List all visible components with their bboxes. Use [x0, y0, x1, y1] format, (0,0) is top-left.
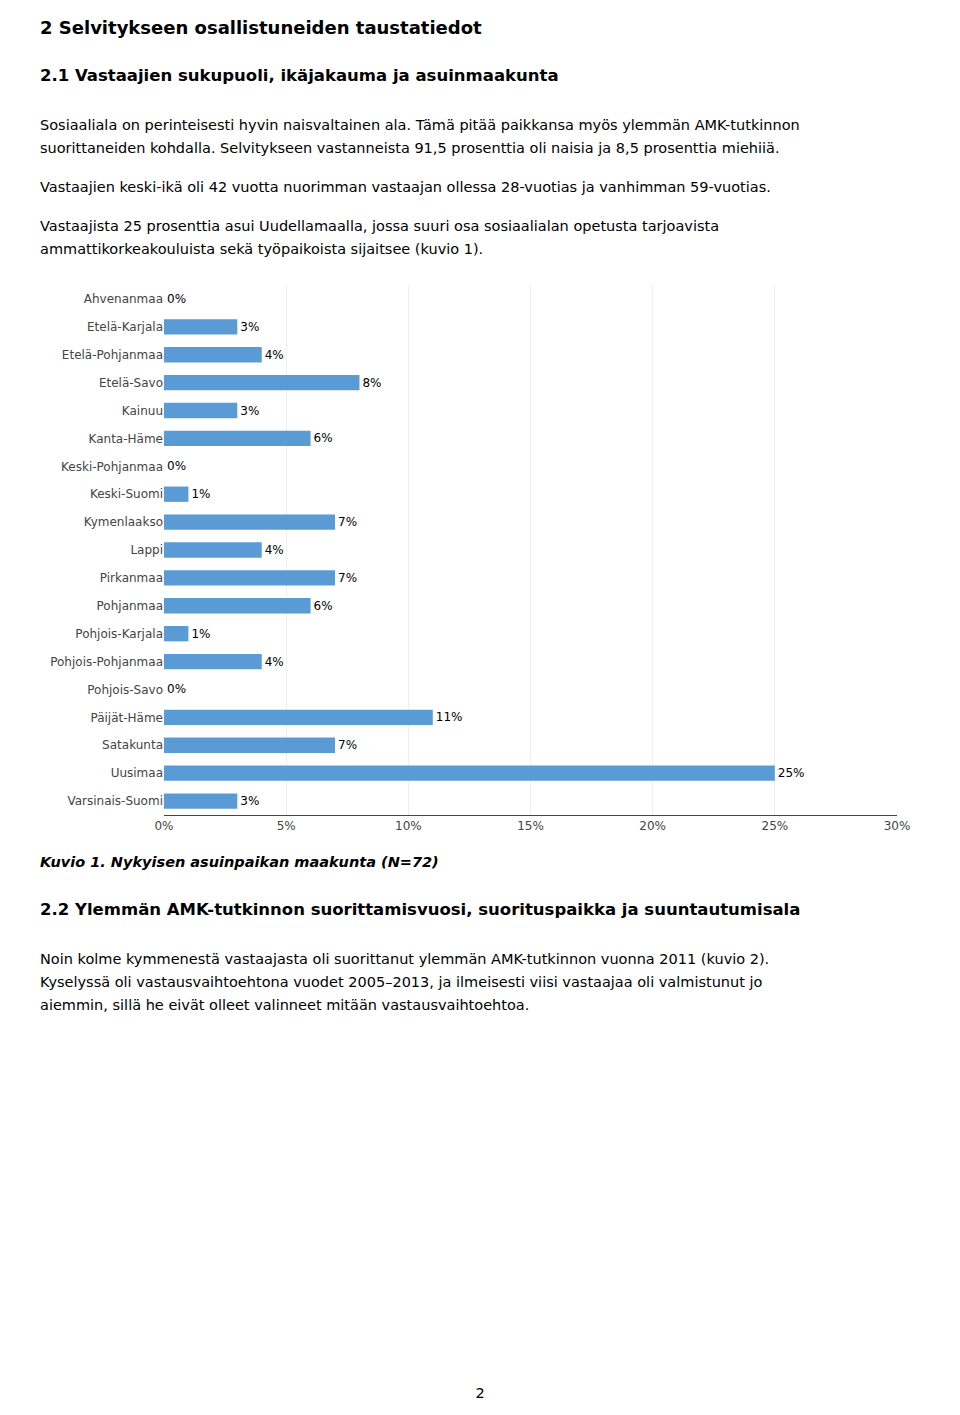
svg-text:4%: 4% — [265, 655, 284, 669]
svg-text:10%: 10% — [395, 819, 422, 833]
svg-text:4%: 4% — [265, 348, 284, 362]
html-text:2 Selvitykseen osallistuneiden: 2 Selvitykseen osallistuneiden taustatie… — [40, 17, 482, 38]
svg-text:Etelä-Savo: Etelä-Savo — [99, 376, 163, 390]
svg-text:8%: 8% — [362, 376, 381, 390]
svg-text:0%: 0% — [167, 459, 186, 473]
html-text:ammattikorkeakouluista sekä ty: ammattikorkeakouluista sekä työpaikoista… — [40, 241, 484, 257]
svg-text:Keski-Suomi: Keski-Suomi — [90, 487, 163, 501]
html-text:suorittaneiden kohdalla. Selvi: suorittaneiden kohdalla. Selvitykseen va… — [40, 140, 780, 156]
svg-text:3%: 3% — [240, 794, 259, 808]
svg-text:30%: 30% — [884, 819, 911, 833]
svg-text:4%: 4% — [265, 543, 284, 557]
svg-text:3%: 3% — [240, 320, 259, 334]
svg-text:20%: 20% — [639, 819, 666, 833]
svg-text:Kymenlaakso: Kymenlaakso — [84, 515, 163, 529]
svg-text:Päijät-Häme: Päijät-Häme — [90, 711, 163, 725]
svg-text:Pohjois-Pohjanmaa: Pohjois-Pohjanmaa — [50, 655, 163, 669]
svg-text:Pohjanmaa: Pohjanmaa — [97, 599, 163, 613]
html-text:Vastaajien keski-ikä oli 42 vu: Vastaajien keski-ikä oli 42 vuotta nuori… — [40, 179, 771, 195]
svg-text:Pohjois-Karjala: Pohjois-Karjala — [75, 627, 163, 641]
svg-text:15%: 15% — [517, 819, 544, 833]
svg-text:Pohjois-Savo: Pohjois-Savo — [87, 683, 163, 697]
svg-text:Varsinais-Suomi: Varsinais-Suomi — [67, 794, 163, 808]
html-text:2.2 Ylemmän AMK-tutkinnon suor: 2.2 Ylemmän AMK-tutkinnon suorittamisvuo… — [40, 900, 801, 919]
svg-text:6%: 6% — [314, 431, 333, 445]
svg-text:Satakunta: Satakunta — [102, 738, 163, 752]
svg-text:Keski-Pohjanmaa: Keski-Pohjanmaa — [61, 460, 163, 474]
svg-text:Kainuu: Kainuu — [122, 404, 163, 418]
svg-text:6%: 6% — [314, 599, 333, 613]
svg-text:1%: 1% — [191, 627, 210, 641]
svg-text:Etelä-Karjala: Etelä-Karjala — [87, 320, 163, 334]
svg-text:25%: 25% — [778, 766, 805, 780]
svg-text:5%: 5% — [277, 819, 296, 833]
html-text:Kyselyssä oli vastausvaihtoeht: Kyselyssä oli vastausvaihtoehtona vuodet… — [40, 974, 763, 990]
svg-text:25%: 25% — [761, 819, 788, 833]
html-text:Vastaajista 25 prosenttia asui: Vastaajista 25 prosenttia asui Uudellama… — [40, 218, 720, 234]
html-text:2: 2 — [475, 1385, 485, 1401]
html-text:Kuvio 1. Nykyisen asuinpaikan: Kuvio 1. Nykyisen asuinpaikan maakunta (… — [40, 854, 439, 870]
svg-text:7%: 7% — [338, 571, 357, 585]
svg-text:0%: 0% — [167, 292, 186, 306]
svg-text:7%: 7% — [338, 738, 357, 752]
svg-text:Ahvenanmaa: Ahvenanmaa — [84, 292, 163, 306]
svg-text:Etelä-Pohjanmaa: Etelä-Pohjanmaa — [62, 348, 163, 362]
svg-text:Lappi: Lappi — [130, 543, 163, 557]
svg-text:Kanta-Häme: Kanta-Häme — [89, 432, 163, 446]
svg-text:7%: 7% — [338, 515, 357, 529]
svg-text:11%: 11% — [436, 710, 463, 724]
svg-text:0%: 0% — [154, 819, 173, 833]
svg-text:3%: 3% — [240, 404, 259, 418]
html-text:Noin kolme kymmenestä vastaaja: Noin kolme kymmenestä vastaajasta oli su… — [40, 951, 770, 967]
html-text:aiemmin, sillä he eivät olleet: aiemmin, sillä he eivät olleet valinneet… — [40, 997, 530, 1013]
svg-text:1%: 1% — [191, 487, 210, 501]
svg-text:Uusimaa: Uusimaa — [111, 766, 163, 780]
html-text:Sosiaaliala on perinteisesti h: Sosiaaliala on perinteisesti hyvin naisv… — [40, 117, 800, 133]
html-text:2.1 Vastaajien sukupuoli, ikäj: 2.1 Vastaajien sukupuoli, ikäjakauma ja … — [40, 66, 559, 85]
svg-text:0%: 0% — [167, 682, 186, 696]
svg-text:Pirkanmaa: Pirkanmaa — [100, 571, 163, 585]
